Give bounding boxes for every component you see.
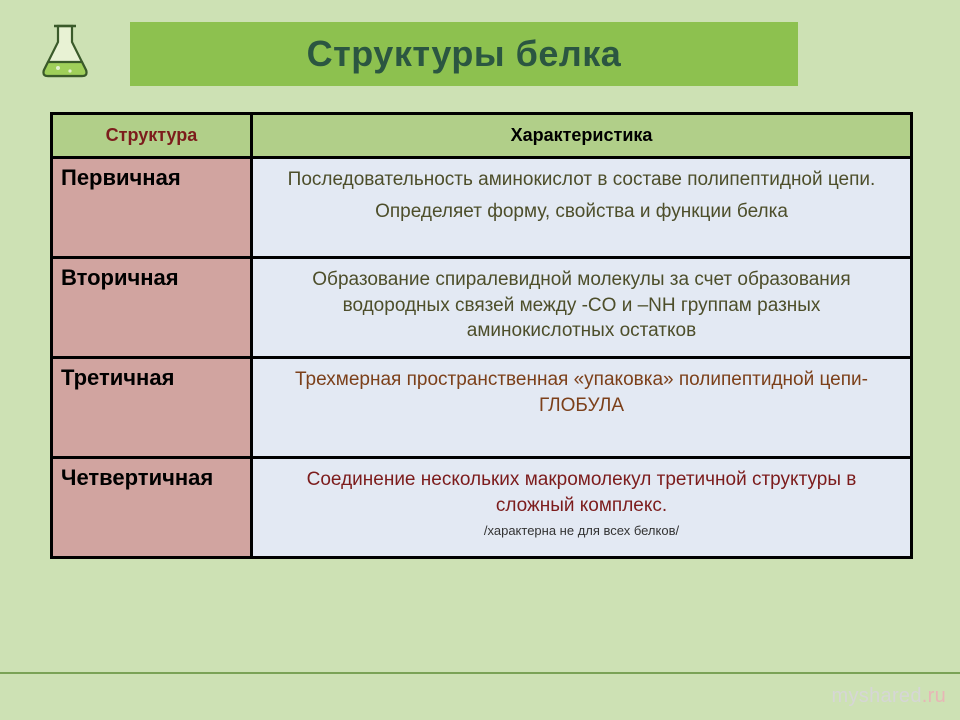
table-header-row: Структура Характеристика bbox=[52, 114, 912, 158]
table-row: Первичная Последовательность аминокислот… bbox=[52, 158, 912, 258]
page-title: Структуры белка bbox=[307, 33, 622, 75]
title-bar: Структуры белка bbox=[130, 22, 798, 86]
structure-name: Первичная bbox=[52, 158, 252, 258]
header-structure: Структура bbox=[52, 114, 252, 158]
watermark: myshared.ru bbox=[832, 685, 946, 708]
flask-icon bbox=[30, 18, 100, 88]
protein-structure-table: Структура Характеристика Первичная После… bbox=[50, 112, 913, 559]
structure-description: Образование спиралевидной молекулы за сч… bbox=[252, 258, 912, 358]
header-description: Характеристика bbox=[252, 114, 912, 158]
footer-divider bbox=[0, 672, 960, 674]
table-row: Третичная Трехмерная пространственная «у… bbox=[52, 358, 912, 458]
table-row: Вторичная Образование спиралевидной моле… bbox=[52, 258, 912, 358]
table-row: Четвертичная Соединение нескольких макро… bbox=[52, 458, 912, 558]
structure-name: Третичная bbox=[52, 358, 252, 458]
structure-description: Трехмерная пространственная «упаковка» п… bbox=[252, 358, 912, 458]
structure-description: Соединение нескольких макромолекул трети… bbox=[252, 458, 912, 558]
structure-name: Четвертичная bbox=[52, 458, 252, 558]
structure-name: Вторичная bbox=[52, 258, 252, 358]
structure-description: Последовательность аминокислот в составе… bbox=[252, 158, 912, 258]
